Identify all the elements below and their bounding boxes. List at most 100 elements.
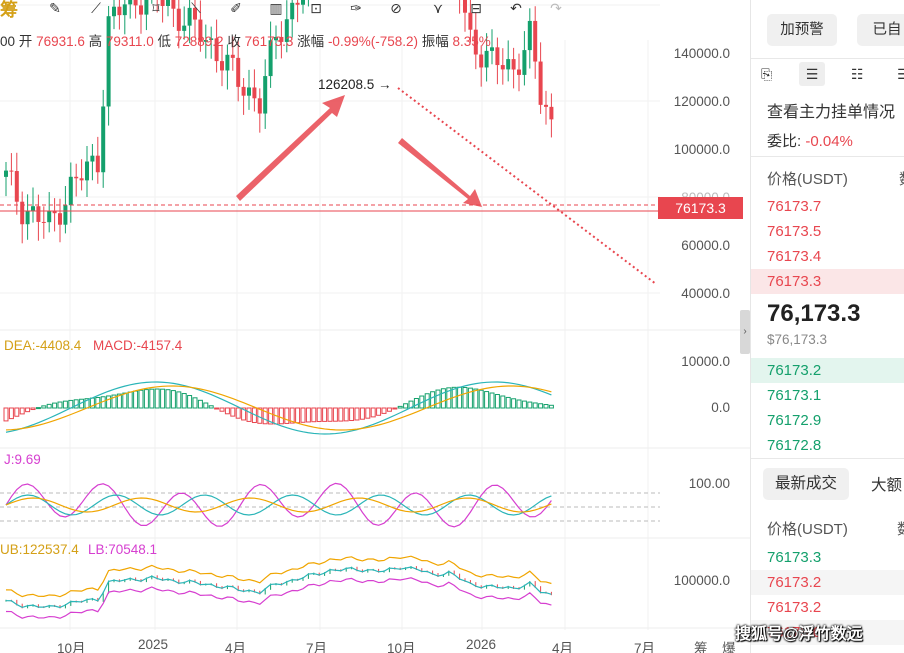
- candle: [263, 76, 268, 114]
- macd-axis-label: 0.0: [711, 400, 730, 415]
- bid-row[interactable]: 76172.9: [767, 412, 822, 429]
- collapse-panel-button[interactable]: ›: [740, 310, 750, 354]
- brush-icon[interactable]: ✐: [230, 0, 242, 16]
- bid-row[interactable]: 76172.8: [767, 437, 822, 454]
- magnet-icon[interactable]: ⊘: [390, 0, 402, 16]
- close-value: 76173.3: [244, 34, 294, 49]
- ruler-icon[interactable]: ⟋: [91, 0, 101, 16]
- watchlist-button[interactable]: 已自: [857, 14, 904, 46]
- candle: [230, 54, 235, 58]
- candle: [295, 2, 300, 5]
- macd-histogram-bar: [370, 407, 376, 418]
- candle: [522, 50, 527, 75]
- candle: [171, 0, 176, 9]
- macd-histogram-bar: [484, 391, 490, 409]
- kdj-k-line: [5, 494, 552, 516]
- lock-icon[interactable]: ⊡: [310, 0, 322, 16]
- order-book-title[interactable]: 查看主力挂单情况: [767, 104, 896, 121]
- fork-icon[interactable]: ⋎: [432, 0, 444, 16]
- redo-icon[interactable]: ↷: [550, 0, 562, 16]
- candle: [95, 155, 100, 173]
- macd-histogram-bar: [284, 407, 290, 424]
- kdj-j-label: J:9.69: [4, 452, 41, 467]
- candle: [176, 8, 181, 31]
- latest-trades-tab[interactable]: 最新成交: [763, 468, 849, 500]
- candle: [533, 20, 538, 62]
- bid-row[interactable]: 76173.2: [751, 358, 904, 383]
- macd-histogram-bar: [127, 391, 133, 409]
- candle: [511, 59, 516, 70]
- macd-histogram-bar: [160, 388, 166, 409]
- macd-dif-line: [5, 381, 552, 435]
- macd-histogram-bar: [511, 398, 517, 409]
- candle: [484, 50, 489, 68]
- macd-dea-label: DEA:-4408.4: [4, 338, 82, 353]
- price-axis-label: 60000.0: [681, 238, 730, 253]
- candle: [284, 19, 289, 42]
- boll-upper-band: [5, 555, 552, 598]
- undo-icon[interactable]: ↶: [510, 0, 522, 16]
- large-trades-tab[interactable]: 大额: [871, 477, 903, 494]
- macd-histogram-bar: [397, 405, 403, 409]
- macd-histogram-bar: [349, 407, 355, 422]
- ask-row[interactable]: 76173.5: [767, 223, 822, 240]
- candle: [74, 176, 79, 179]
- bid-ask-ratio-value: -0.04%: [805, 133, 853, 150]
- bars-icon[interactable]: ▥: [269, 0, 283, 16]
- macd-histogram-bar: [440, 388, 446, 409]
- ask-row[interactable]: 76173.3: [751, 269, 904, 294]
- candle: [473, 29, 478, 55]
- macd-histogram-bar: [262, 407, 268, 425]
- candle: [160, 0, 165, 6]
- macd-histogram-bar: [300, 407, 306, 423]
- macd-histogram-bar: [462, 387, 468, 409]
- candle: [187, 7, 192, 26]
- macd-histogram-bar: [235, 407, 241, 419]
- ask-row[interactable]: 76173.4: [767, 248, 822, 265]
- edit-icon[interactable]: ✑: [350, 0, 362, 16]
- bid-row[interactable]: 76173.1: [767, 387, 822, 404]
- macd-histogram-bar: [149, 388, 155, 409]
- ask-row[interactable]: 76173.7: [767, 198, 822, 215]
- time-axis-label: 4月: [225, 641, 247, 653]
- price-chart-canvas[interactable]: [0, 0, 750, 653]
- orderbook-list-icon[interactable]: ☷: [851, 66, 864, 82]
- measure-icon[interactable]: ⟍: [191, 0, 201, 16]
- add-alert-button[interactable]: 加预警: [767, 14, 837, 46]
- pen-icon[interactable]: ✎: [49, 0, 61, 16]
- candle: [527, 20, 532, 51]
- macd-value-label: MACD:-4157.4: [93, 338, 183, 353]
- macd-histogram-bar: [386, 407, 392, 412]
- orderbook-right-icon[interactable]: ☰: [897, 66, 904, 83]
- candle: [198, 19, 203, 42]
- trash-icon[interactable]: ⊟: [470, 0, 482, 16]
- chart-area[interactable]: 筹 ✎ ⟋ ⌑ ⟍ ✐ ▥ ⊡ ✑ ⊘ ⋎ ⊟ ↶ ↷ 00 开 76931.6…: [0, 0, 750, 653]
- macd-histogram-bar: [35, 407, 41, 410]
- popout-icon[interactable]: ⎘: [761, 66, 773, 82]
- macd-histogram-bar: [57, 401, 63, 409]
- watermark: 搜狐号@浮竹数远: [735, 626, 863, 643]
- price-column-header: 价格(USDT): [767, 171, 848, 188]
- candle: [252, 87, 257, 99]
- candle: [490, 47, 494, 51]
- chip-distribution-tab[interactable]: 筹: [694, 641, 708, 653]
- macd-histogram-bar: [527, 401, 533, 409]
- macd-histogram-bar: [457, 386, 463, 409]
- candle: [112, 6, 116, 17]
- liquidation-tab[interactable]: 爆: [722, 641, 736, 653]
- macd-histogram-bar: [203, 402, 209, 409]
- candle: [9, 170, 14, 172]
- kdj-axis-label: 100.00: [688, 476, 730, 491]
- price-axis-label: 140000.0: [673, 46, 730, 61]
- candle: [290, 2, 295, 20]
- candle: [544, 104, 548, 107]
- candle: [41, 221, 46, 223]
- candle: [122, 4, 127, 16]
- candle: [4, 170, 8, 177]
- macd-histogram-bar: [62, 400, 68, 409]
- orderbook-both-icon[interactable]: ☰: [799, 62, 825, 86]
- bookmark-icon[interactable]: ⌑: [152, 0, 160, 16]
- symbol-fragment[interactable]: 筹: [0, 0, 18, 20]
- candle: [495, 47, 500, 66]
- macd-histogram-bar: [46, 403, 52, 409]
